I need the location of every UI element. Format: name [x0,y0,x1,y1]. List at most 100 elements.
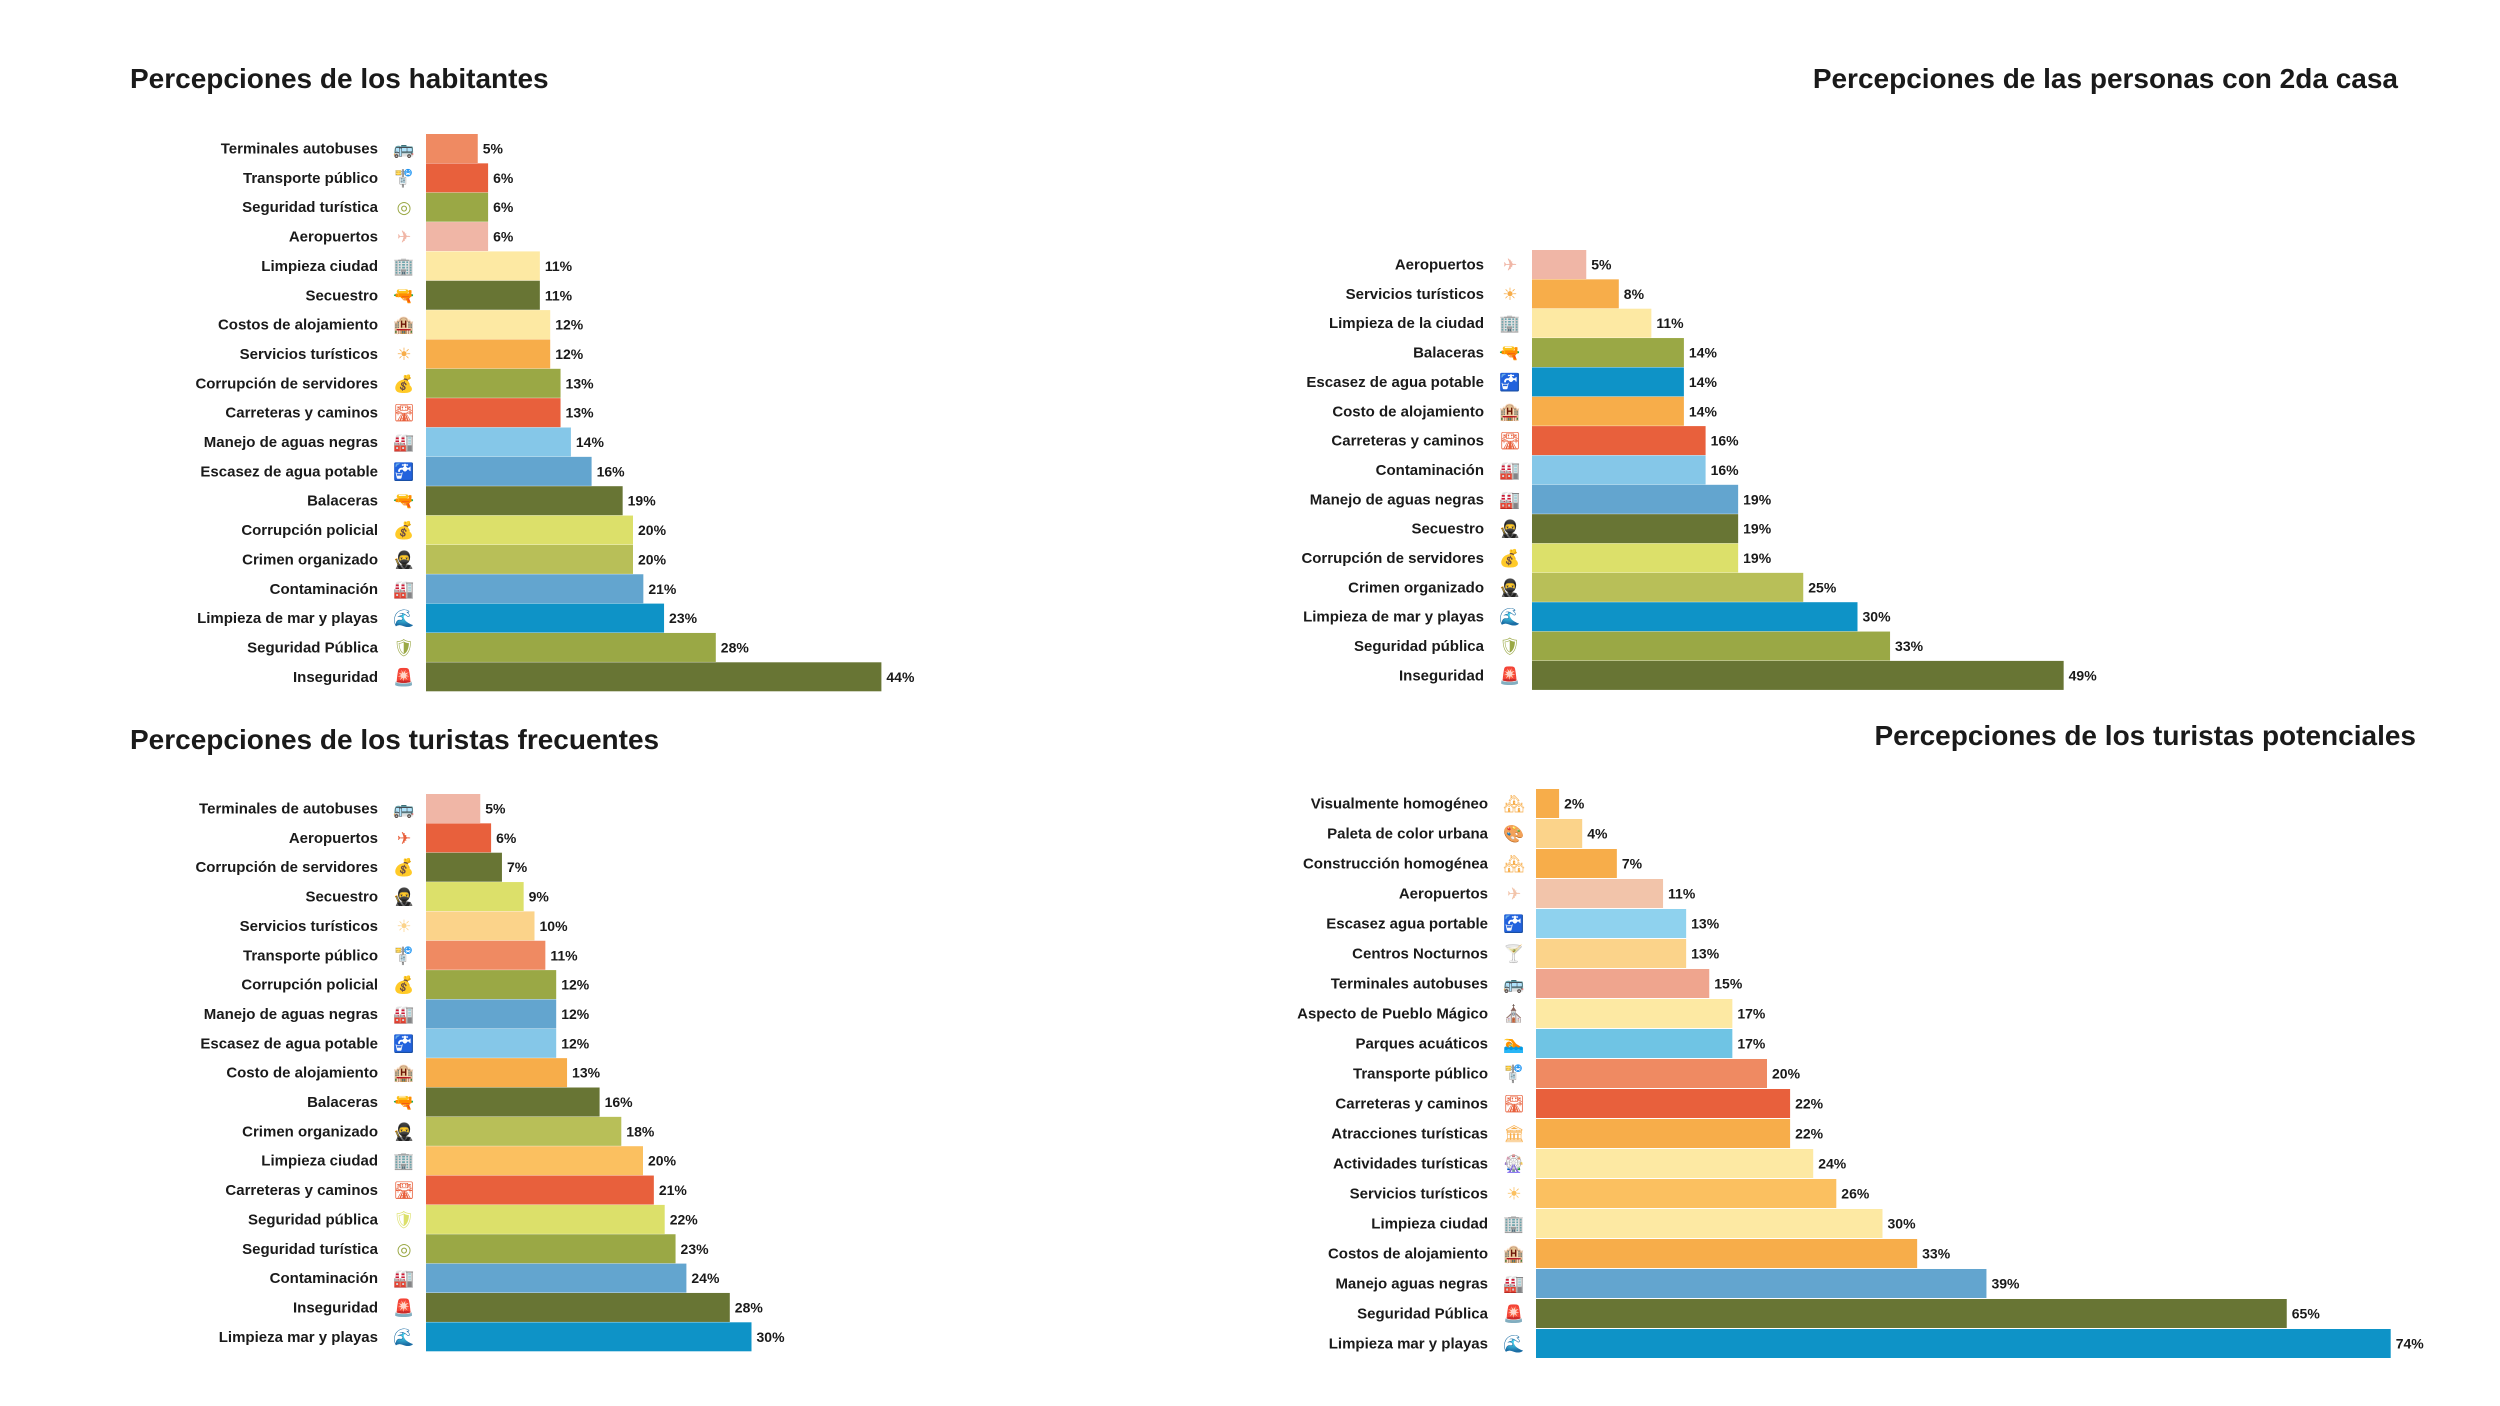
category-label: Limpieza de mar y playas [1303,609,1484,626]
category-label: Contaminación [270,1270,378,1287]
bus-stop-icon: 🚏 [393,945,414,966]
bar [1536,1029,1733,1058]
category-label: Limpieza mar y playas [219,1329,378,1346]
bar [426,911,535,941]
bar [1532,367,1684,397]
value-label: 39% [1991,1276,2020,1292]
value-label: 24% [691,1270,720,1286]
category-label: Aeropuertos [1399,886,1488,903]
value-label: 65% [2292,1306,2321,1322]
museum-icon: 🏛 [1503,1125,1525,1145]
police-shield-icon: 🛡 [393,638,415,658]
beach-wave-icon: 🌊 [393,608,414,629]
category-label: Costo de alojamiento [1332,403,1484,420]
category-label: Seguridad pública [1354,638,1485,655]
category-label: Transporte público [1353,1066,1488,1083]
bar [1532,396,1684,426]
building-icon: 🏢 [393,257,414,277]
bar [426,1116,622,1146]
bar [426,456,592,486]
category-label: Contaminación [270,581,378,598]
category-label: Terminales autobuses [1331,976,1488,993]
value-label: 28% [721,639,750,655]
value-label: 5% [485,801,506,817]
category-label: Costos de alojamiento [1328,1246,1488,1263]
hotel-icon: 🏨 [393,1064,414,1084]
category-label: Centros Nocturnos [1352,946,1488,963]
lifebuoy-icon: ◎ [397,1240,412,1260]
alarm-icon: 🚨 [393,1297,414,1318]
value-label: 5% [483,141,504,157]
bar [426,280,540,310]
category-label: Aeropuertos [1395,257,1484,274]
bar [426,515,633,545]
value-label: 23% [669,610,698,626]
value-label: 22% [670,1211,699,1227]
palette-icon: 🎨 [1503,824,1524,845]
pistol-icon: 🔫 [393,492,414,512]
bar [426,970,557,1000]
bar [1532,308,1652,338]
masked-criminal-icon: 🥷 [1499,519,1520,540]
category-label: Actividades turísticas [1333,1156,1488,1173]
category-label: Manejo de aguas negras [204,434,378,451]
airplane-icon: ✈ [1503,256,1517,276]
value-label: 33% [1922,1246,1951,1262]
bar [1532,338,1684,368]
bar [1536,939,1687,968]
category-label: Inseguridad [293,1299,378,1316]
value-label: 28% [735,1299,764,1315]
bribe-hands-icon: 💰 [393,373,414,394]
sewage-icon: 🏭 [1499,490,1520,510]
beach-wave-icon: 🌊 [393,1327,414,1348]
value-label: 11% [550,947,578,963]
tourist-services-icon: ☀ [1502,285,1517,305]
category-label: Corrupción policial [241,977,378,994]
value-label: 11% [545,258,573,274]
bar [426,1087,600,1117]
airplane-icon: ✈ [397,228,411,248]
faucet-icon: 🚰 [1503,914,1524,935]
masked-criminal-icon: 🥷 [1499,577,1520,598]
category-label: Parques acuáticos [1355,1036,1488,1053]
bar [426,486,623,516]
airplane-icon: ✈ [1507,885,1521,905]
value-label: 22% [1795,1126,1824,1142]
category-label: Transporte público [243,947,378,964]
chart-panel-2: Percepciones de las personas con 2da cas… [1301,63,2398,690]
category-label: Secuestro [305,889,378,906]
bar [1532,660,2064,690]
chart-panel-3: Percepciones de los turistas frecuentes T… [130,724,785,1352]
value-label: 10% [540,918,569,934]
value-label: 14% [1689,374,1718,390]
bar [426,794,481,823]
tourist-services-icon: ☀ [396,917,411,937]
value-label: 30% [1888,1216,1917,1232]
road-icon: 🛣 [393,404,415,424]
bus-icon: 🚌 [393,800,414,820]
category-label: Limpieza ciudad [261,258,378,275]
category-label: Inseguridad [293,669,378,686]
category-label: Aspecto de Pueblo Mágico [1297,1006,1488,1023]
chart-panel-4: Percepciones de los turistas potenciales… [1297,720,2424,1358]
category-label: Limpieza mar y playas [1329,1336,1488,1353]
value-label: 14% [1689,403,1718,419]
beach-wave-icon: 🌊 [1503,1334,1524,1355]
bar [1536,879,1664,908]
pistol-icon: 🔫 [1499,344,1520,364]
category-label: Crimen organizado [242,1123,378,1140]
bus-stop-icon: 🚏 [1503,1064,1524,1085]
lifebuoy-icon: ◎ [397,198,412,218]
value-label: 8% [1624,286,1645,302]
bar [426,251,540,281]
category-label: Atracciones turísticas [1331,1126,1488,1143]
bar [426,398,561,428]
category-label: Carreteras y caminos [1331,433,1484,450]
bar [426,999,557,1029]
faucet-icon: 🚰 [393,1033,414,1054]
value-label: 16% [1711,433,1740,449]
road-icon: 🛣 [1503,1095,1525,1115]
tourist-services-icon: ☀ [1506,1185,1521,1205]
bar [426,134,478,163]
